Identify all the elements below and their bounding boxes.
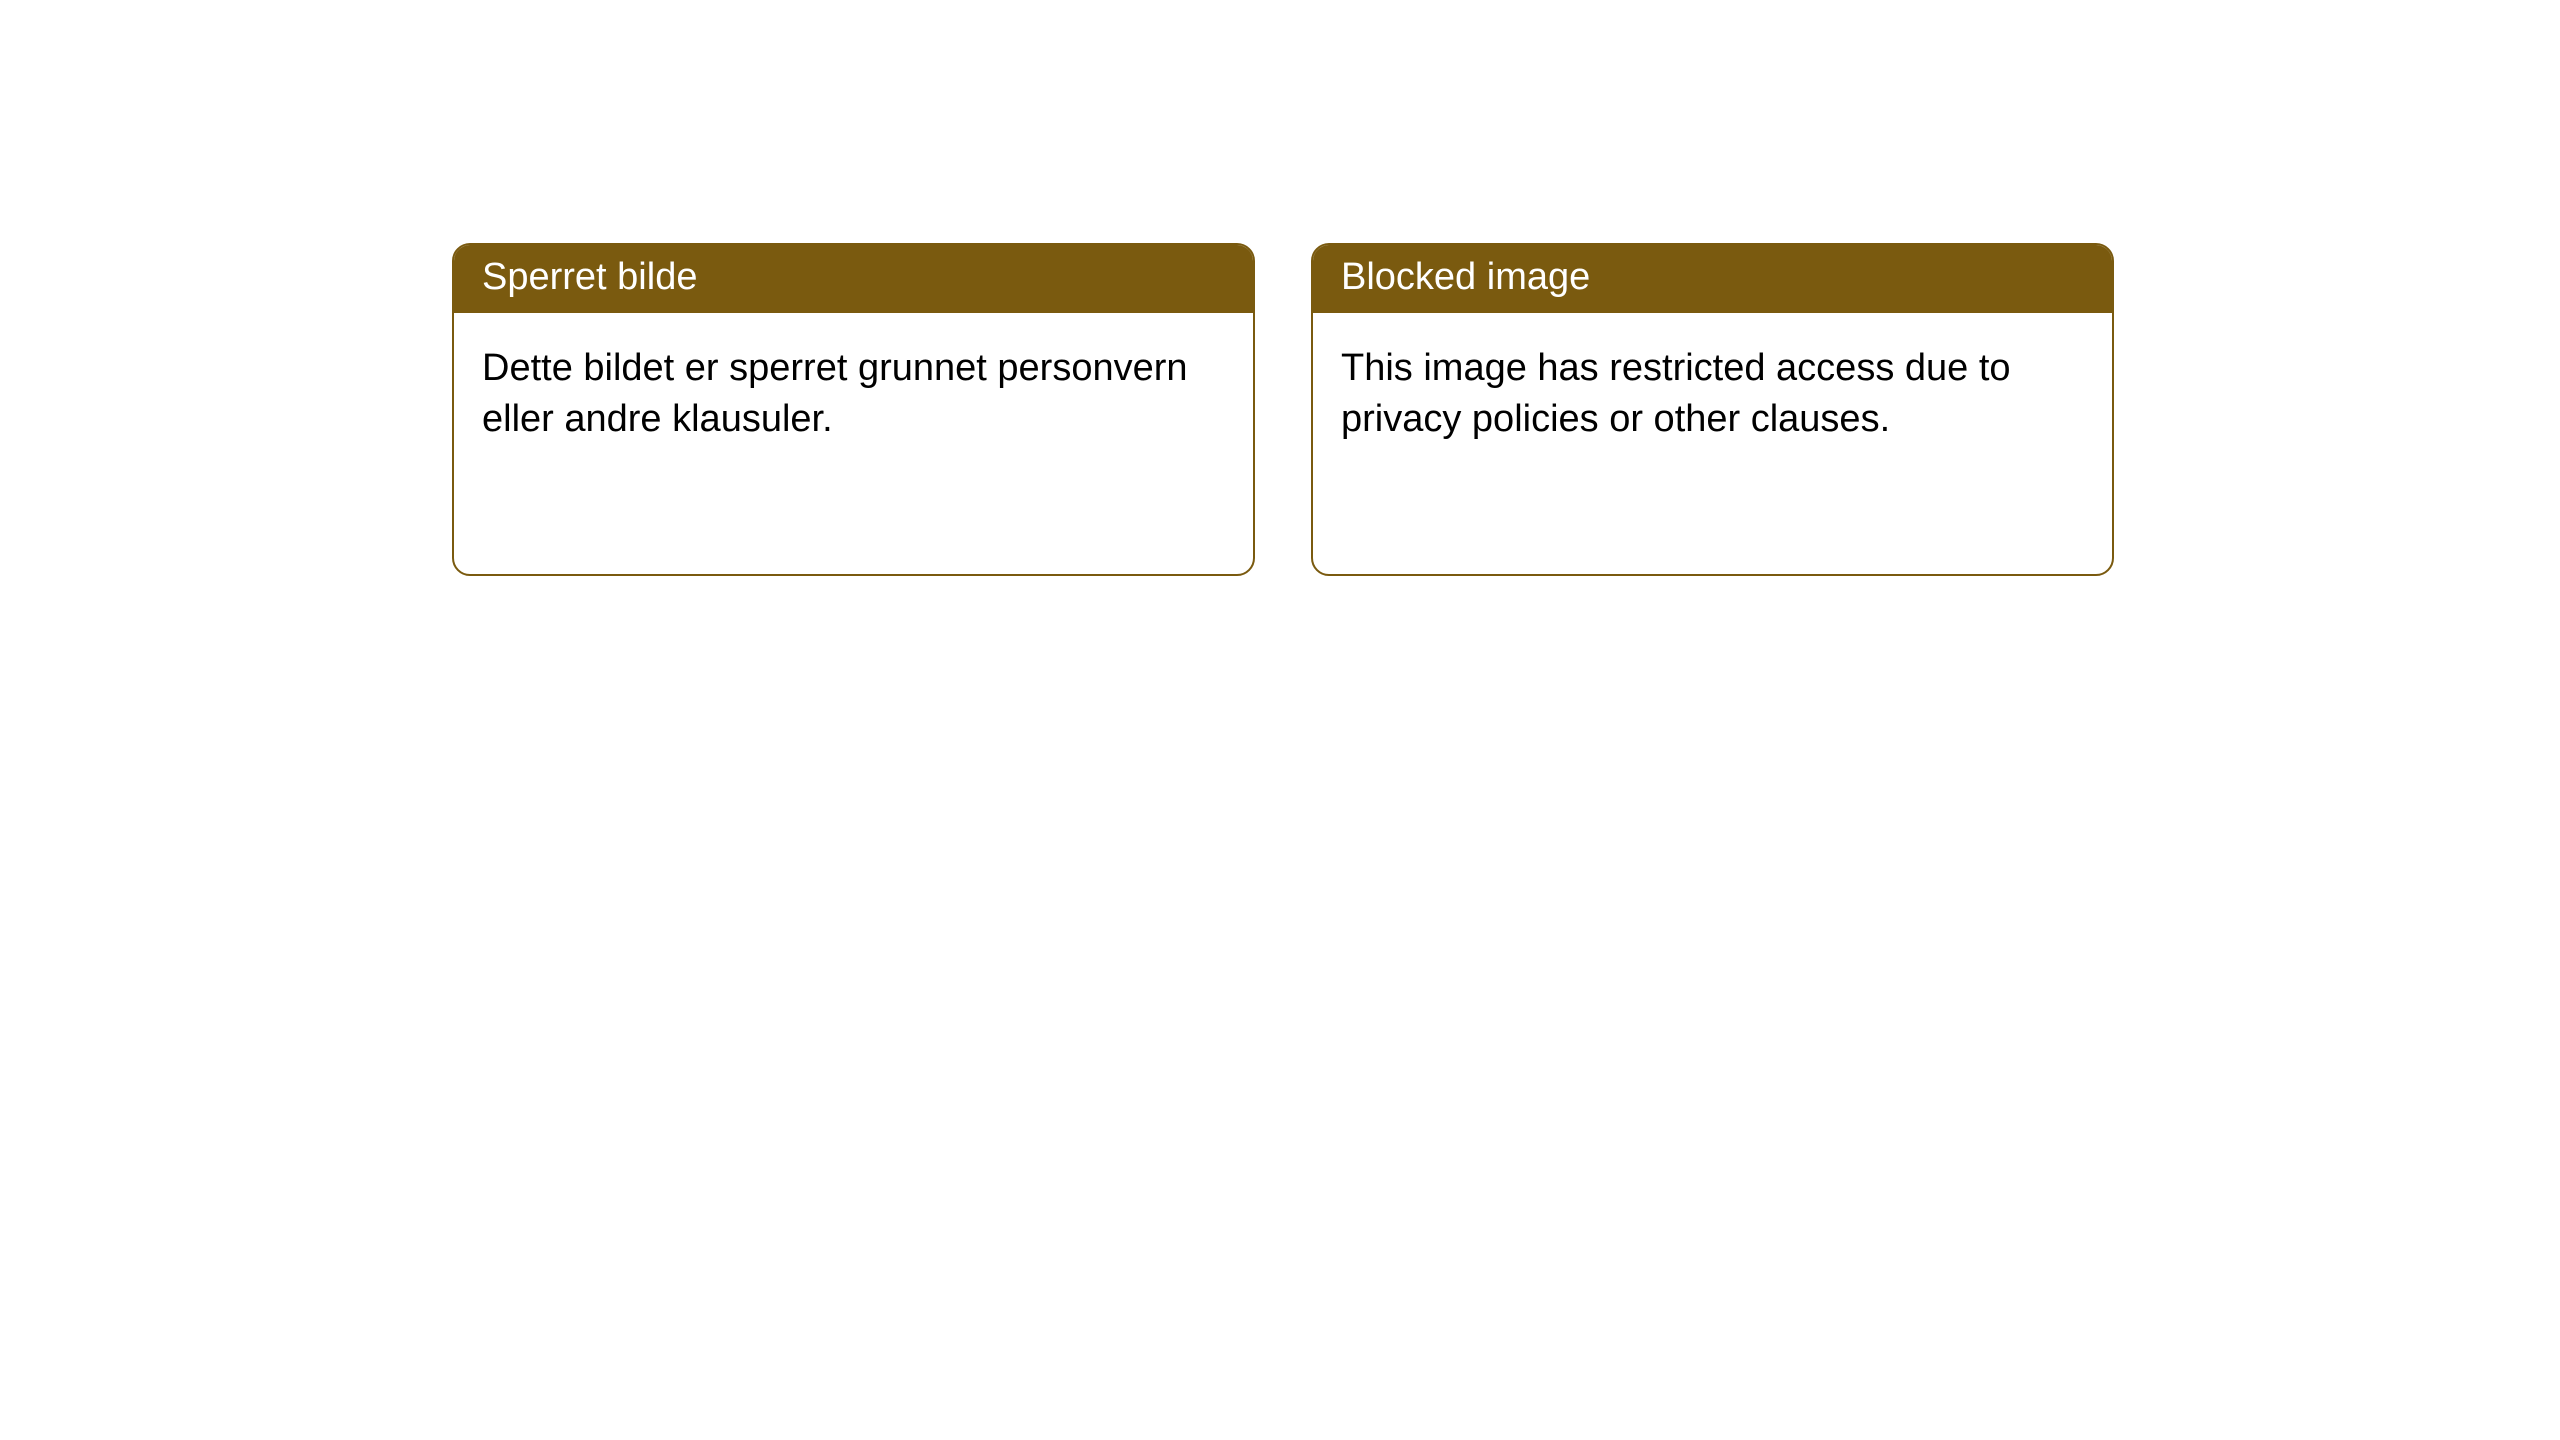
notice-card-english: Blocked image This image has restricted … bbox=[1311, 243, 2114, 576]
notice-title: Blocked image bbox=[1341, 256, 1590, 298]
notice-message: Dette bildet er sperret grunnet personve… bbox=[482, 347, 1188, 440]
notice-message: This image has restricted access due to … bbox=[1341, 347, 2011, 440]
notice-body: Dette bildet er sperret grunnet personve… bbox=[454, 313, 1253, 476]
notice-container: Sperret bilde Dette bildet er sperret gr… bbox=[0, 0, 2560, 576]
notice-header: Sperret bilde bbox=[454, 245, 1253, 313]
notice-header: Blocked image bbox=[1313, 245, 2112, 313]
notice-title: Sperret bilde bbox=[482, 256, 697, 298]
notice-card-norwegian: Sperret bilde Dette bildet er sperret gr… bbox=[452, 243, 1255, 576]
notice-body: This image has restricted access due to … bbox=[1313, 313, 2112, 476]
